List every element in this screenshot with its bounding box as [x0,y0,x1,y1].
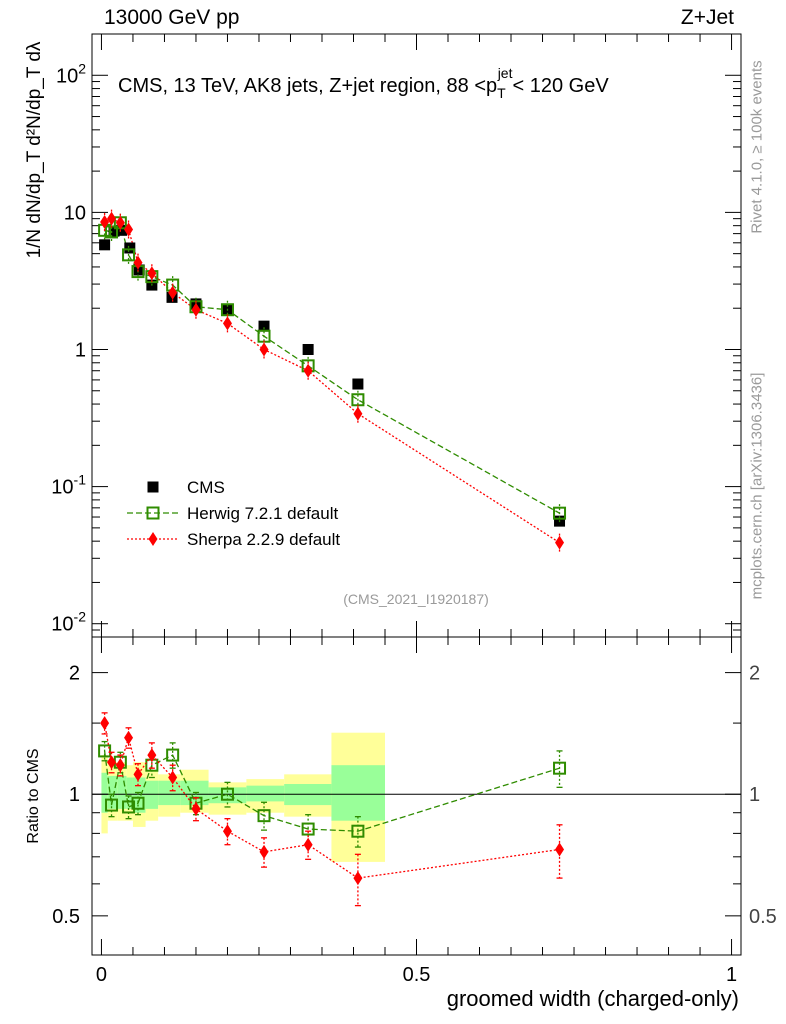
legend-label-cms: CMS [187,478,225,497]
plot-title: CMS, 13 TeV, AK8 jets, Z+jet region, 88 … [118,65,609,101]
x-tick-label: 1 [726,964,737,986]
y-tick-label: 102 [56,60,86,87]
legend-label-herwig: Herwig 7.2.1 default [187,504,338,523]
sherpa-marker [191,801,201,816]
band-green [145,780,159,809]
herwig-marker [131,796,145,810]
bottom-series-group [98,712,567,907]
sherpa-marker [147,748,157,763]
sherpa-marker [148,532,158,546]
x-tick-label: 0 [96,964,107,986]
cms-marker [302,343,314,355]
sherpa-marker [168,285,178,300]
sherpa-marker [133,767,143,782]
sherpa-marker [222,824,232,839]
band-green [107,775,118,809]
y-axis-label: 1/N dN/dp_T d²N/dp_T dλ [24,41,45,258]
herwig-marker [301,822,315,836]
ratio-y-tick-label: 0.5 [52,906,80,928]
header-left: 13000 GeV pp [104,6,240,29]
y-tick-label: 10-1 [51,472,86,499]
herwig-marker [351,824,365,838]
x-axis-label: groomed width (charged-only) [447,986,739,1011]
sherpa-marker [555,842,565,857]
legend-label-sherpa: Sherpa 2.2.9 default [187,530,340,549]
ratio-y-tick-label-right: 2 [749,663,760,685]
sherpa-marker [353,406,363,421]
header-right: Z+Jet [680,6,734,29]
ratio-y-tick-label-right: 1 [749,784,760,806]
sherpa-marker [303,363,313,378]
sherpa-marker [353,871,363,886]
cms-marker [133,264,145,276]
x-tick-label: 0.5 [403,964,431,986]
analysis-id-watermark: (CMS_2021_I1920187) [343,591,489,607]
band-green [246,785,285,802]
sherpa-marker [107,755,117,770]
herwig-line [104,221,560,514]
ratio-y-tick-label: 2 [69,663,80,685]
ratio-y-axis-label: Ratio to CMS [25,748,42,843]
sherpa-marker [555,535,565,550]
cms-marker [116,224,128,236]
sherpa-marker [147,266,157,281]
sherpa-marker [124,730,134,745]
sherpa-marker [191,302,201,317]
band-green [117,775,127,809]
sherpa-marker [124,222,134,237]
y-tick-label: 10 [64,202,86,224]
cms-marker [352,378,364,390]
herwig-marker [166,748,180,762]
herwig-marker [553,506,567,520]
sherpa-marker [100,716,110,731]
herwig-marker [553,761,567,775]
cms-marker [124,242,136,254]
cms-marker [108,225,120,237]
herwig-marker [122,800,136,814]
y-tick-label: 1 [75,339,86,361]
sherpa-marker [259,844,269,859]
sherpa-line [104,217,560,544]
herwig-marker [220,787,234,801]
sherpa-marker [259,342,269,357]
y-tick-label: 10-2 [51,609,86,636]
sherpa-marker [133,255,143,270]
sherpa-marker [168,770,178,785]
band-green [158,780,181,806]
sherpa-marker [100,215,110,230]
cms-marker [147,481,159,493]
band-green [101,772,108,813]
cms-marker [258,320,270,332]
sherpa-marker [222,316,232,331]
band-green [126,777,133,809]
sherpa-marker [115,215,125,230]
herwig-marker [146,506,160,520]
cms-marker [99,239,111,251]
ratio-y-tick-label: 1 [69,784,80,806]
sherpa-marker [115,758,125,773]
side-label-rivet: Rivet 4.1.0, ≥ 100k events [748,60,766,234]
herwig-marker [122,248,136,262]
sherpa-marker [303,837,313,852]
side-label-mcplots: mcplots.cern.ch [arXiv:1306.3436] [748,372,766,600]
ratio-y-tick-label-right: 0.5 [749,906,777,928]
band-green [331,765,385,821]
top-series-group [98,209,567,552]
herwig-marker [105,798,119,812]
herwig-marker [257,809,271,823]
sherpa-marker [107,211,117,226]
